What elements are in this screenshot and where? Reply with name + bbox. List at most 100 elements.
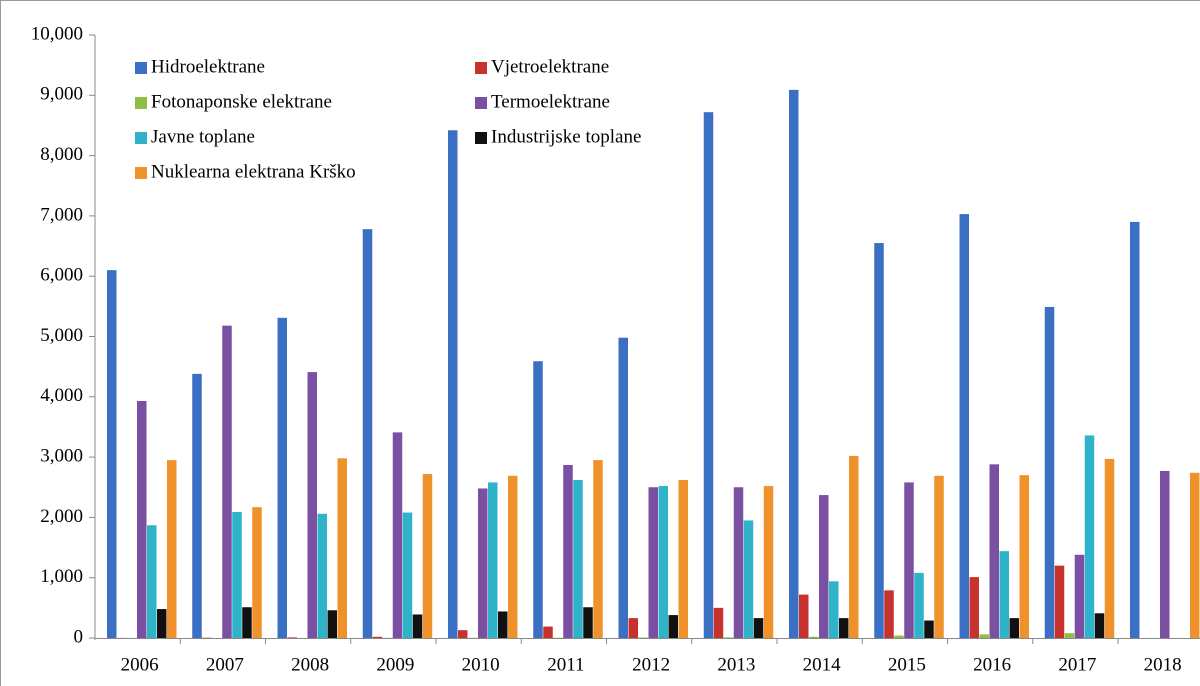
y-tick-label: 0	[74, 626, 84, 647]
bar	[1074, 554, 1085, 638]
bar	[989, 464, 999, 638]
legend-label: Vjetroelektrane	[491, 56, 609, 77]
bar	[733, 487, 744, 638]
bar	[894, 635, 904, 638]
bar	[563, 464, 573, 638]
y-tick-label: 1,000	[40, 566, 83, 587]
bar	[287, 637, 297, 638]
bar	[392, 432, 403, 638]
bar	[1044, 306, 1055, 638]
bar	[1130, 221, 1140, 638]
legend-label: Industrijske toplane	[491, 126, 641, 147]
legend-label: Fotonaponske elektrane	[151, 91, 332, 112]
bar	[488, 482, 498, 638]
bar	[593, 460, 603, 638]
legend-swatch	[475, 97, 487, 109]
bar	[849, 455, 859, 638]
x-tick-label: 2018	[1144, 654, 1182, 675]
bar	[422, 473, 433, 638]
bar	[799, 594, 809, 638]
bar	[743, 520, 754, 638]
x-tick-label: 2014	[803, 654, 842, 675]
y-tick-label: 8,000	[40, 144, 83, 165]
x-tick-label: 2012	[632, 654, 670, 675]
bar	[458, 630, 468, 638]
bar	[412, 614, 423, 638]
bar	[839, 618, 849, 638]
bar	[1064, 633, 1075, 638]
bar	[167, 460, 177, 638]
x-tick-label: 2009	[376, 654, 414, 675]
x-tick-label: 2013	[717, 654, 755, 675]
bar	[829, 581, 839, 638]
bar	[337, 458, 347, 638]
y-tick-label: 10,000	[31, 23, 83, 44]
legend-label: Hidroelektrane	[151, 56, 265, 77]
bar	[232, 511, 242, 638]
legend-swatch	[475, 62, 487, 74]
bar	[703, 112, 714, 638]
bar	[1084, 435, 1095, 638]
bar	[327, 610, 337, 638]
bar	[533, 361, 543, 638]
bar	[1104, 458, 1115, 638]
bar	[809, 636, 819, 638]
bar	[252, 507, 262, 638]
bar	[874, 243, 884, 638]
y-tick-label: 4,000	[40, 385, 83, 406]
bar	[137, 401, 147, 638]
bar	[277, 317, 287, 638]
bar	[317, 513, 327, 638]
bar	[157, 609, 167, 638]
bar	[979, 634, 989, 638]
bar	[147, 525, 157, 638]
x-tick-label: 2006	[121, 654, 159, 675]
bar	[107, 270, 117, 638]
bar	[583, 607, 593, 638]
legend-swatch	[135, 62, 147, 74]
bar	[1190, 472, 1200, 638]
y-tick-label: 5,000	[40, 325, 83, 346]
bar	[713, 607, 724, 638]
bar	[402, 512, 413, 638]
bar	[969, 577, 979, 638]
bar	[723, 637, 734, 638]
bar	[1160, 470, 1170, 638]
y-tick-label: 3,000	[40, 445, 83, 466]
bar	[678, 480, 688, 638]
bar	[884, 590, 894, 638]
legend-label: Nuklearna elektrana Krško	[151, 161, 356, 182]
bar	[668, 615, 678, 638]
bar	[658, 486, 668, 638]
y-tick-label: 7,000	[40, 204, 83, 225]
x-tick-label: 2007	[206, 654, 244, 675]
bar	[508, 475, 518, 638]
x-tick-label: 2015	[888, 654, 926, 675]
x-tick-label: 2010	[462, 654, 500, 675]
bar	[1094, 613, 1105, 638]
legend-label: Javne toplane	[151, 126, 255, 147]
x-tick-label: 2017	[1058, 654, 1096, 675]
bar	[242, 607, 252, 638]
bar	[498, 611, 508, 638]
y-tick-label: 9,000	[40, 84, 83, 105]
bar	[222, 325, 232, 638]
bar	[478, 488, 488, 638]
bar	[819, 495, 829, 638]
bar	[934, 475, 944, 638]
legend-swatch	[135, 132, 147, 144]
bar	[307, 372, 317, 638]
bar	[628, 618, 638, 638]
bar	[573, 480, 583, 638]
y-tick-label: 2,000	[40, 506, 83, 527]
legend-swatch	[475, 132, 487, 144]
x-tick-label: 2008	[291, 654, 329, 675]
bar	[543, 626, 553, 638]
bar	[362, 229, 373, 638]
x-tick-label: 2011	[547, 654, 584, 675]
bar	[999, 551, 1009, 638]
bar	[789, 89, 799, 639]
bar	[448, 130, 458, 639]
